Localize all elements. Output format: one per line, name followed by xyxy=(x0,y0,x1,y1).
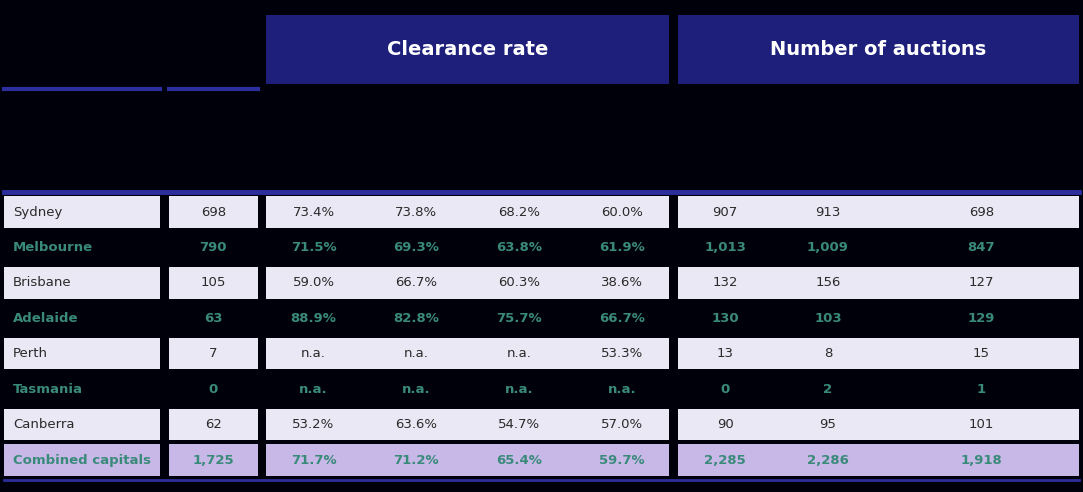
Text: 88.9%: 88.9% xyxy=(290,312,337,325)
Text: 13: 13 xyxy=(717,347,733,360)
Text: 69.3%: 69.3% xyxy=(393,241,440,254)
Text: 62: 62 xyxy=(205,418,222,431)
Bar xyxy=(266,15,669,84)
Text: 73.8%: 73.8% xyxy=(395,206,438,218)
Text: 82.8%: 82.8% xyxy=(393,312,440,325)
Text: 73.4%: 73.4% xyxy=(292,206,335,218)
Text: 71.7%: 71.7% xyxy=(290,454,337,466)
Bar xyxy=(678,338,1079,369)
Text: n.a.: n.a. xyxy=(404,347,429,360)
Text: 71.2%: 71.2% xyxy=(393,454,440,466)
Bar xyxy=(678,409,1079,440)
Bar xyxy=(4,267,160,299)
Text: Tasmania: Tasmania xyxy=(13,383,83,396)
Bar xyxy=(266,196,669,228)
Text: 101: 101 xyxy=(968,418,994,431)
Text: n.a.: n.a. xyxy=(608,383,637,396)
Bar xyxy=(678,15,1079,84)
Text: 913: 913 xyxy=(815,206,840,218)
Text: n.a.: n.a. xyxy=(505,383,534,396)
Bar xyxy=(4,444,160,476)
Text: 156: 156 xyxy=(815,277,840,289)
Text: Melbourne: Melbourne xyxy=(13,241,93,254)
Text: 1,013: 1,013 xyxy=(704,241,746,254)
Text: 53.2%: 53.2% xyxy=(292,418,335,431)
Text: 71.5%: 71.5% xyxy=(290,241,337,254)
Text: 95: 95 xyxy=(820,418,836,431)
Text: Canberra: Canberra xyxy=(13,418,75,431)
Text: 65.4%: 65.4% xyxy=(496,454,543,466)
Text: 90: 90 xyxy=(717,418,733,431)
Text: Number of auctions: Number of auctions xyxy=(770,40,987,59)
Text: Clearance rate: Clearance rate xyxy=(387,40,549,59)
Text: 105: 105 xyxy=(200,277,226,289)
Bar xyxy=(169,267,258,299)
Text: Perth: Perth xyxy=(13,347,48,360)
Text: 15: 15 xyxy=(973,347,990,360)
Text: 61.9%: 61.9% xyxy=(599,241,645,254)
Text: 53.3%: 53.3% xyxy=(601,347,643,360)
Text: 103: 103 xyxy=(814,312,841,325)
Text: n.a.: n.a. xyxy=(402,383,431,396)
Text: Sydney: Sydney xyxy=(13,206,63,218)
Text: 60.3%: 60.3% xyxy=(498,277,540,289)
Text: 38.6%: 38.6% xyxy=(601,277,643,289)
Text: 63.8%: 63.8% xyxy=(496,241,543,254)
Text: 907: 907 xyxy=(713,206,738,218)
Text: 8: 8 xyxy=(824,347,832,360)
Bar xyxy=(169,338,258,369)
Text: 1: 1 xyxy=(977,383,986,396)
Text: Brisbane: Brisbane xyxy=(13,277,71,289)
Bar xyxy=(678,267,1079,299)
Text: 2,286: 2,286 xyxy=(807,454,849,466)
Text: 698: 698 xyxy=(200,206,226,218)
Bar xyxy=(4,338,160,369)
Text: n.a.: n.a. xyxy=(301,347,326,360)
Text: 129: 129 xyxy=(967,312,995,325)
Text: n.a.: n.a. xyxy=(299,383,328,396)
Text: 63: 63 xyxy=(204,312,223,325)
Text: 66.7%: 66.7% xyxy=(599,312,645,325)
Text: 54.7%: 54.7% xyxy=(498,418,540,431)
Bar xyxy=(266,267,669,299)
Text: 66.7%: 66.7% xyxy=(395,277,438,289)
Text: 127: 127 xyxy=(968,277,994,289)
Text: 59.0%: 59.0% xyxy=(292,277,335,289)
Bar xyxy=(4,409,160,440)
Bar xyxy=(266,338,669,369)
Text: 2,285: 2,285 xyxy=(704,454,746,466)
Text: 130: 130 xyxy=(712,312,739,325)
Text: 7: 7 xyxy=(209,347,218,360)
Bar xyxy=(266,444,669,476)
Text: 132: 132 xyxy=(713,277,738,289)
Text: 60.0%: 60.0% xyxy=(601,206,643,218)
Bar xyxy=(4,196,160,228)
Text: 790: 790 xyxy=(199,241,227,254)
Text: 2: 2 xyxy=(823,383,833,396)
Text: 75.7%: 75.7% xyxy=(496,312,543,325)
Text: 59.7%: 59.7% xyxy=(599,454,645,466)
Text: 1,918: 1,918 xyxy=(961,454,1002,466)
Text: 1,009: 1,009 xyxy=(807,241,849,254)
Text: 63.6%: 63.6% xyxy=(395,418,438,431)
Text: 0: 0 xyxy=(209,383,218,396)
Bar xyxy=(169,444,258,476)
Bar xyxy=(678,196,1079,228)
Text: 57.0%: 57.0% xyxy=(601,418,643,431)
Text: 847: 847 xyxy=(967,241,995,254)
Text: n.a.: n.a. xyxy=(507,347,532,360)
Text: 1,725: 1,725 xyxy=(193,454,234,466)
Text: 0: 0 xyxy=(720,383,730,396)
Text: Adelaide: Adelaide xyxy=(13,312,78,325)
Bar xyxy=(266,409,669,440)
Bar xyxy=(169,409,258,440)
Text: 68.2%: 68.2% xyxy=(498,206,540,218)
Bar xyxy=(169,196,258,228)
Text: 698: 698 xyxy=(968,206,994,218)
Text: Combined capitals: Combined capitals xyxy=(13,454,151,466)
Bar xyxy=(678,444,1079,476)
